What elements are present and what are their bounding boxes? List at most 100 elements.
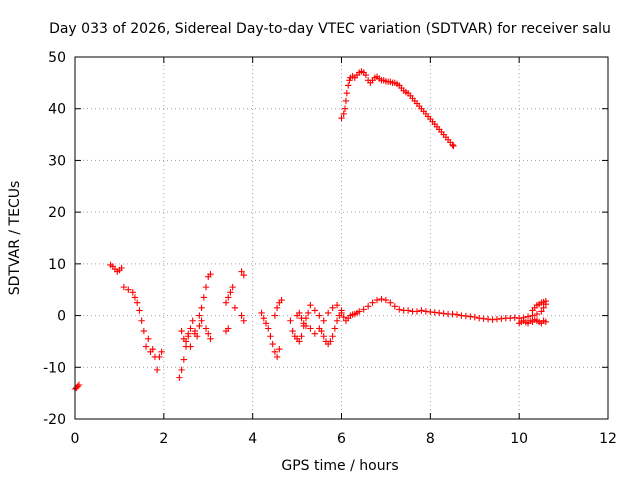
data-point (404, 307, 412, 314)
data-point (356, 308, 363, 315)
data-point (207, 271, 214, 278)
data-point (129, 289, 136, 296)
series-arc-2 (176, 271, 214, 381)
data-point (131, 294, 139, 301)
data-point (362, 71, 370, 79)
series-arc-6 (293, 302, 345, 337)
data-point (287, 317, 294, 324)
data-point (133, 299, 141, 306)
y-tick-labels: -20 -10 0 10 20 30 40 50 (43, 50, 66, 428)
data-point (331, 325, 339, 332)
data-point (276, 345, 283, 353)
data-point (340, 313, 347, 321)
data-point (238, 268, 245, 275)
data-point (240, 272, 247, 279)
data-point (378, 295, 385, 303)
data-point (153, 366, 161, 374)
data-points (71, 68, 550, 393)
data-point (418, 307, 425, 314)
data-point (149, 345, 156, 353)
y-tick-label: -20 (43, 412, 66, 428)
y-tick-label: 40 (48, 102, 66, 118)
data-point (533, 310, 541, 318)
series-arc-5 (287, 302, 345, 348)
x-tick-label: 12 (599, 431, 617, 447)
data-point (396, 306, 403, 313)
series-arc-7 (340, 295, 550, 324)
data-point (191, 330, 199, 337)
data-point (324, 309, 332, 317)
data-point (327, 338, 334, 345)
x-axis-label: GPS time / hours (281, 458, 398, 474)
data-point (231, 304, 239, 312)
data-point (156, 353, 163, 361)
y-tick-label: 50 (48, 50, 66, 66)
data-point (307, 325, 314, 332)
y-axis-label: SDTVAR / TECUs (7, 181, 23, 296)
series-arc-1 (107, 261, 165, 374)
data-point (338, 307, 345, 314)
data-point (238, 312, 245, 319)
axis-ticks (74, 56, 609, 420)
data-point (240, 317, 247, 324)
data-point (271, 312, 279, 319)
data-point (260, 314, 267, 322)
y-tick-label: 10 (48, 257, 66, 273)
data-point (413, 308, 421, 315)
data-point (198, 317, 205, 324)
chart-title: Day 033 of 2026, Sidereal Day-to-day VTE… (49, 21, 611, 37)
data-point (202, 325, 210, 332)
data-point (142, 343, 150, 350)
data-point (298, 333, 305, 340)
data-point (225, 325, 232, 332)
data-point (320, 333, 327, 340)
data-point (273, 304, 281, 312)
series-arc-3 (222, 268, 247, 335)
data-point (262, 320, 270, 327)
data-point (182, 338, 190, 345)
data-point (222, 299, 230, 306)
x-tick-label: 2 (159, 431, 168, 447)
data-point (176, 374, 183, 381)
data-point (344, 82, 352, 89)
data-point (271, 348, 279, 355)
x-tick-label: 6 (337, 431, 346, 447)
data-point (289, 327, 296, 335)
data-point (118, 264, 125, 272)
data-point (258, 309, 265, 317)
series-arc-4 (258, 296, 285, 361)
grid-lines (75, 57, 608, 419)
data-point (311, 330, 319, 337)
data-point (178, 366, 185, 374)
series-arc-early (71, 381, 83, 393)
data-point (316, 325, 323, 332)
x-tick-label: 8 (426, 431, 435, 447)
data-point (341, 105, 349, 112)
data-point (205, 330, 212, 337)
data-point (338, 114, 345, 122)
data-point (302, 322, 310, 330)
data-point (387, 299, 394, 306)
data-point (329, 333, 336, 340)
data-point (450, 142, 457, 150)
data-point (333, 302, 341, 309)
data-point (471, 313, 478, 321)
data-point (320, 317, 327, 324)
data-point (227, 289, 234, 296)
data-point (340, 110, 347, 118)
data-point (229, 283, 236, 291)
data-point (298, 314, 305, 322)
data-point (311, 307, 319, 314)
data-point (316, 312, 323, 319)
data-point (125, 286, 132, 293)
data-point (187, 343, 194, 350)
data-point (329, 304, 336, 312)
y-tick-label: 30 (48, 153, 66, 169)
data-point (540, 304, 547, 312)
data-point (269, 340, 276, 348)
series-arc-8 (515, 297, 550, 327)
series-arc-9 (338, 68, 457, 150)
data-point (158, 348, 165, 355)
data-point (187, 325, 194, 332)
x-tick-label: 4 (248, 431, 257, 447)
